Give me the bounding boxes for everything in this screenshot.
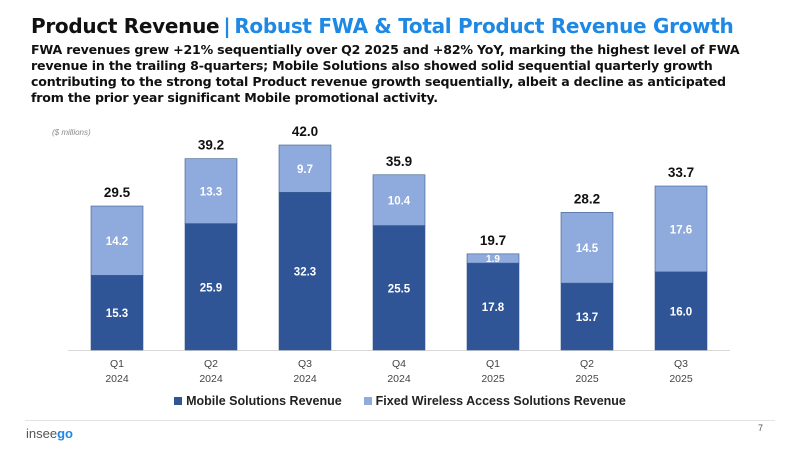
data-label-mobile: 13.7 xyxy=(576,312,598,324)
x-tick-quarter: Q4 xyxy=(392,358,406,370)
total-label: 35.9 xyxy=(386,154,412,169)
x-tick-quarter: Q3 xyxy=(298,358,312,370)
bar-mobile-segment xyxy=(466,262,520,351)
data-label-fwa: 17.6 xyxy=(670,224,692,236)
total-label: 29.5 xyxy=(104,185,131,200)
data-label-fwa: 14.2 xyxy=(106,236,128,248)
x-tick-year: 2024 xyxy=(105,373,129,385)
legend-label-fwa: Fixed Wireless Access Solutions Revenue xyxy=(375,394,626,408)
data-label-fwa: 13.3 xyxy=(200,187,222,199)
slide-description: FWA revenues grew +21% sequentially over… xyxy=(31,42,740,105)
bar-fwa-segment xyxy=(372,174,426,226)
inseego-logo: inseego xyxy=(26,426,73,441)
data-label-mobile: 16.0 xyxy=(670,306,692,318)
legend-item-mobile: Mobile Solutions Revenue xyxy=(174,394,342,408)
title-main: Product Revenue xyxy=(31,14,220,38)
x-tick-quarter: Q1 xyxy=(486,358,500,370)
x-tick-quarter: Q3 xyxy=(674,358,688,370)
title-separator: | xyxy=(223,14,231,38)
data-label-mobile: 32.3 xyxy=(294,267,316,279)
bar-mobile-segment xyxy=(560,282,614,351)
data-label-fwa: 14.5 xyxy=(576,243,599,255)
data-label-fwa: 1.9 xyxy=(486,254,500,265)
slide-title: Product Revenue | Robust FWA & Total Produ… xyxy=(31,14,734,38)
x-tick-year: 2024 xyxy=(293,373,317,385)
x-tick-year: 2025 xyxy=(575,373,599,385)
bar-mobile-segment xyxy=(90,275,144,351)
data-label-mobile: 15.3 xyxy=(106,308,128,320)
logo-prefix: insee xyxy=(26,426,58,441)
total-label: 42.0 xyxy=(292,124,318,139)
logo-suffix: go xyxy=(57,426,73,441)
bar-mobile-segment xyxy=(654,271,708,351)
bar-fwa-segment xyxy=(466,253,520,264)
units-label: ($ millions) xyxy=(52,128,91,137)
x-tick-year: 2025 xyxy=(481,373,505,385)
bar-mobile-segment xyxy=(184,223,238,351)
bar-fwa-segment xyxy=(184,158,238,224)
chart-legend: Mobile Solutions Revenue Fixed Wireless … xyxy=(0,394,800,408)
total-label: 33.7 xyxy=(668,165,694,180)
data-label-mobile: 17.8 xyxy=(482,302,505,314)
x-tick-quarter: Q2 xyxy=(580,358,594,370)
data-label-mobile: 25.9 xyxy=(200,282,222,294)
bar-fwa-segment xyxy=(560,212,614,284)
total-label: 28.2 xyxy=(574,191,600,206)
x-tick-quarter: Q2 xyxy=(204,358,218,370)
legend-item-fwa: Fixed Wireless Access Solutions Revenue xyxy=(363,394,626,408)
page-number: 7 xyxy=(757,423,763,433)
data-label-mobile: 25.5 xyxy=(388,283,411,295)
bar-fwa-segment xyxy=(90,205,144,276)
legend-label-mobile: Mobile Solutions Revenue xyxy=(186,394,342,408)
x-tick-year: 2024 xyxy=(387,373,411,385)
x-tick-year: 2024 xyxy=(199,373,223,385)
x-tick-year: 2025 xyxy=(669,373,693,385)
data-label-fwa: 10.4 xyxy=(388,196,411,208)
bar-mobile-segment xyxy=(278,192,332,351)
bar-fwa-segment xyxy=(654,185,708,273)
total-label: 39.2 xyxy=(198,138,224,153)
data-label-fwa: 9.7 xyxy=(297,164,313,176)
title-subtitle: Robust FWA & Total Product Revenue Growt… xyxy=(234,14,734,38)
legend-swatch-mobile xyxy=(174,397,183,405)
legend-swatch-fwa xyxy=(363,397,372,405)
bar-mobile-segment xyxy=(372,225,426,351)
bar-fwa-segment xyxy=(278,144,332,193)
x-tick-quarter: Q1 xyxy=(110,358,124,370)
total-label: 19.7 xyxy=(480,233,506,248)
footer-divider xyxy=(25,420,775,421)
